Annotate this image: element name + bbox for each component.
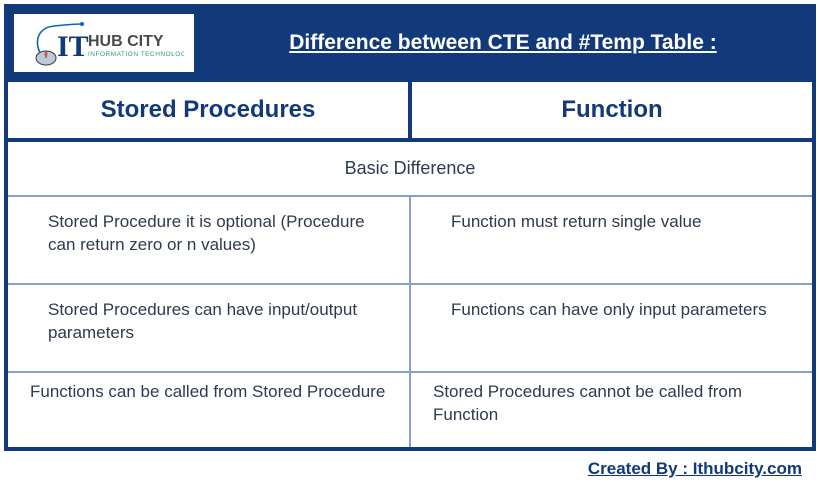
page-title: Difference between CTE and #Temp Table :: [194, 8, 812, 78]
table-row: Stored Procedures can have input/output …: [8, 285, 812, 373]
cable-end-icon: [80, 22, 84, 26]
section-label: Basic Difference: [8, 142, 812, 197]
footer: Created By : Ithubcity.com: [4, 451, 816, 483]
column-headers: Stored Procedures Function: [8, 78, 812, 142]
column-header-right: Function: [410, 78, 812, 142]
cell-left: Stored Procedure it is optional (Procedu…: [8, 197, 410, 283]
table-row: Stored Procedure it is optional (Procedu…: [8, 197, 812, 285]
table-row: Functions can be called from Stored Proc…: [8, 373, 812, 447]
cell-left: Stored Procedures can have input/output …: [8, 285, 410, 371]
credit-link[interactable]: Created By : Ithubcity.com: [588, 459, 802, 478]
mouse-wheel-icon: [45, 52, 48, 56]
logo-svg: IT HUB CITY INFORMATION TECHNOLOGY: [24, 18, 184, 68]
cell-right: Stored Procedures cannot be called from …: [410, 373, 812, 447]
cell-right: Functions can have only input parameters: [410, 285, 812, 371]
logo-main-text: HUB CITY: [88, 33, 164, 50]
logo: IT HUB CITY INFORMATION TECHNOLOGY: [14, 14, 194, 72]
header-row: IT HUB CITY INFORMATION TECHNOLOGY Diffe…: [8, 8, 812, 78]
cell-right: Function must return single value: [410, 197, 812, 283]
logo-sub-text: INFORMATION TECHNOLOGY: [88, 51, 184, 58]
comparison-table: IT HUB CITY INFORMATION TECHNOLOGY Diffe…: [4, 4, 816, 451]
column-header-left: Stored Procedures: [8, 78, 410, 142]
logo-it-letters: IT: [57, 30, 89, 63]
cell-left: Functions can be called from Stored Proc…: [8, 373, 410, 447]
